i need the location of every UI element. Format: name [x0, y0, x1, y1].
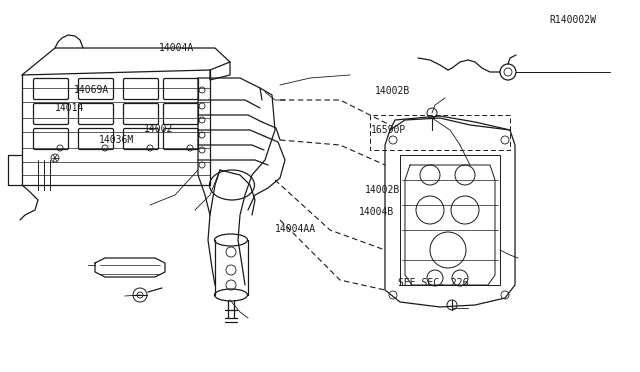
Text: 14004AA: 14004AA	[275, 224, 316, 234]
Text: 16590P: 16590P	[371, 125, 406, 135]
Text: 14036M: 14036M	[99, 135, 134, 144]
Text: 14004B: 14004B	[358, 207, 394, 217]
Text: SEE SEC. 226: SEE SEC. 226	[398, 278, 468, 288]
Text: 14002B: 14002B	[374, 86, 410, 96]
Text: R140002W: R140002W	[549, 16, 596, 25]
Text: 14002: 14002	[144, 125, 173, 134]
Text: 14069A: 14069A	[74, 85, 109, 95]
Text: 14004A: 14004A	[159, 44, 194, 53]
Text: 14002B: 14002B	[365, 185, 400, 195]
Text: 14014: 14014	[54, 103, 84, 113]
